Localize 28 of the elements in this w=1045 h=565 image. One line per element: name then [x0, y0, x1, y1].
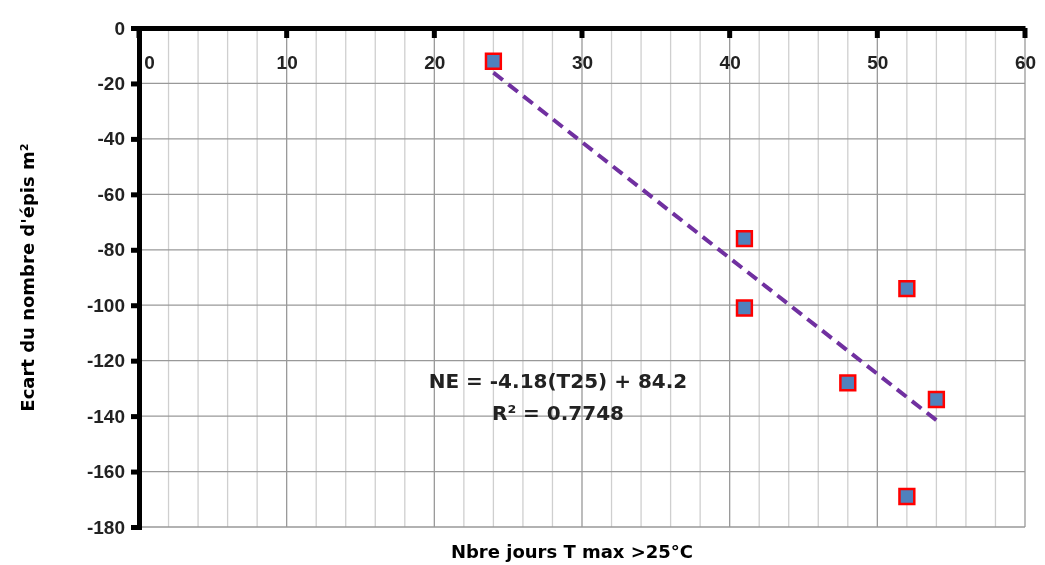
point	[735, 230, 754, 248]
x-tick-label: 0	[144, 52, 155, 74]
annotation: NE = -4.18(T25) + 84.2	[428, 369, 688, 393]
y-tick-label: 0	[114, 17, 125, 39]
x-tick-label: 30	[571, 52, 594, 74]
y-tick-label: -180	[86, 516, 125, 538]
point	[839, 374, 857, 392]
y-tick-label: -80	[97, 239, 125, 261]
x-tick-label: 50	[867, 52, 889, 74]
x-tick-label: 10	[276, 52, 298, 74]
y-tick-label: -100	[86, 294, 125, 316]
y-tick-label: -160	[86, 461, 125, 483]
point	[898, 487, 916, 506]
y-tick-label: -120	[86, 350, 125, 372]
y-tick-label: -40	[97, 128, 125, 150]
point	[484, 52, 503, 70]
point	[927, 390, 946, 409]
x-tick-label: 60	[1014, 52, 1037, 74]
y-tick-label: -60	[97, 183, 125, 205]
point	[898, 279, 916, 298]
x-axis-title: Nbre jours T max >25°C	[450, 541, 694, 562]
y-axis-title: Ecart du nombre d'épis m²	[17, 143, 38, 412]
x-tick-label: 40	[719, 52, 741, 74]
y-tick-label: -20	[97, 73, 125, 95]
x-tick-label: 20	[424, 52, 446, 74]
point	[735, 299, 754, 317]
annotation: R² = 0.7748	[491, 401, 625, 425]
y-tick-label: -140	[86, 405, 125, 427]
